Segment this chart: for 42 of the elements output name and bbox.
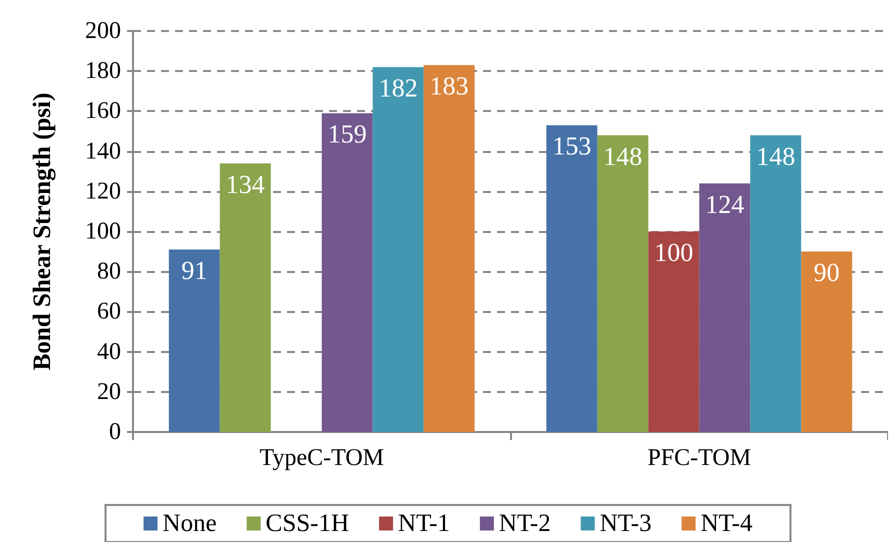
data-label: 124 [705, 190, 744, 219]
legend-label: NT-2 [498, 510, 551, 537]
y-tick-label: 140 [85, 138, 121, 164]
data-label: 159 [328, 120, 367, 149]
data-label: 182 [378, 74, 418, 103]
y-tick-label: 120 [85, 178, 121, 204]
x-tick-label: TypeC-TOM [259, 445, 384, 471]
bar [699, 183, 750, 432]
bar [220, 163, 271, 432]
data-label: 91 [181, 256, 208, 286]
y-axis-title: Bond Shear Strength (psi) [29, 92, 56, 370]
data-label: 100 [654, 238, 694, 267]
legend-label: None [162, 510, 217, 537]
data-label: 148 [603, 142, 642, 171]
bar [168, 250, 220, 432]
bar [424, 65, 475, 432]
y-tick-label: 160 [85, 98, 121, 124]
data-label: 90 [814, 258, 840, 288]
bar [648, 232, 700, 432]
data-label: 148 [756, 142, 796, 171]
y-tick-label: 20 [97, 378, 121, 405]
bar [372, 67, 424, 432]
legend-label: CSS-1H [266, 510, 350, 537]
legend-label: NT-3 [600, 510, 652, 537]
y-tick-label: 100 [85, 218, 121, 244]
bar [801, 252, 852, 432]
x-tick-label: PFC-TOM [647, 445, 752, 471]
data-label: 134 [226, 170, 265, 199]
legend-label: NT-4 [700, 510, 753, 537]
bar [546, 125, 598, 432]
data-label: 153 [552, 132, 592, 161]
bar [750, 135, 802, 432]
y-tick-label: 60 [97, 298, 121, 325]
y-tick-label: 40 [97, 338, 121, 365]
bar [597, 135, 648, 432]
data-label: 183 [430, 72, 469, 101]
y-tick-label: 80 [97, 258, 121, 285]
legend-label: NT-1 [398, 510, 450, 537]
y-tick-label: 180 [85, 58, 121, 84]
bar [322, 113, 373, 432]
y-tick-label: 200 [85, 18, 121, 44]
y-tick-label: 0 [109, 419, 121, 445]
